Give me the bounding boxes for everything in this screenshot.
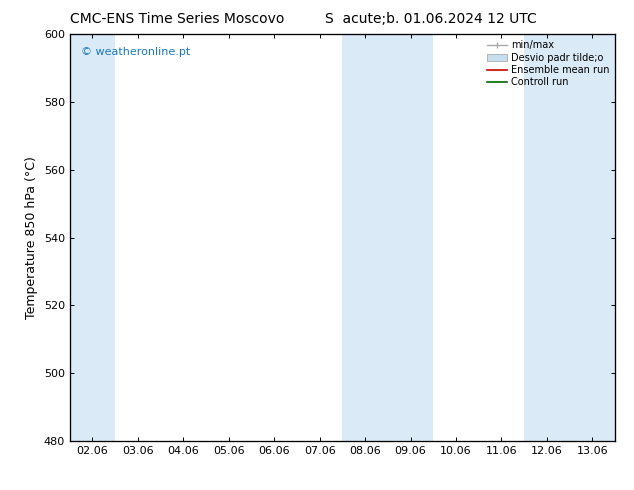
- Text: CMC-ENS Time Series Moscovo: CMC-ENS Time Series Moscovo: [70, 12, 285, 26]
- Bar: [70, 34, 115, 441]
- Text: S  acute;b. 01.06.2024 12 UTC: S acute;b. 01.06.2024 12 UTC: [325, 12, 537, 26]
- Bar: [342, 34, 433, 441]
- Bar: [524, 34, 615, 441]
- Legend: min/max, Desvio padr tilde;o, Ensemble mean run, Controll run: min/max, Desvio padr tilde;o, Ensemble m…: [483, 36, 613, 91]
- Text: © weatheronline.pt: © weatheronline.pt: [81, 47, 190, 56]
- Y-axis label: Temperature 850 hPa (°C): Temperature 850 hPa (°C): [25, 156, 38, 319]
